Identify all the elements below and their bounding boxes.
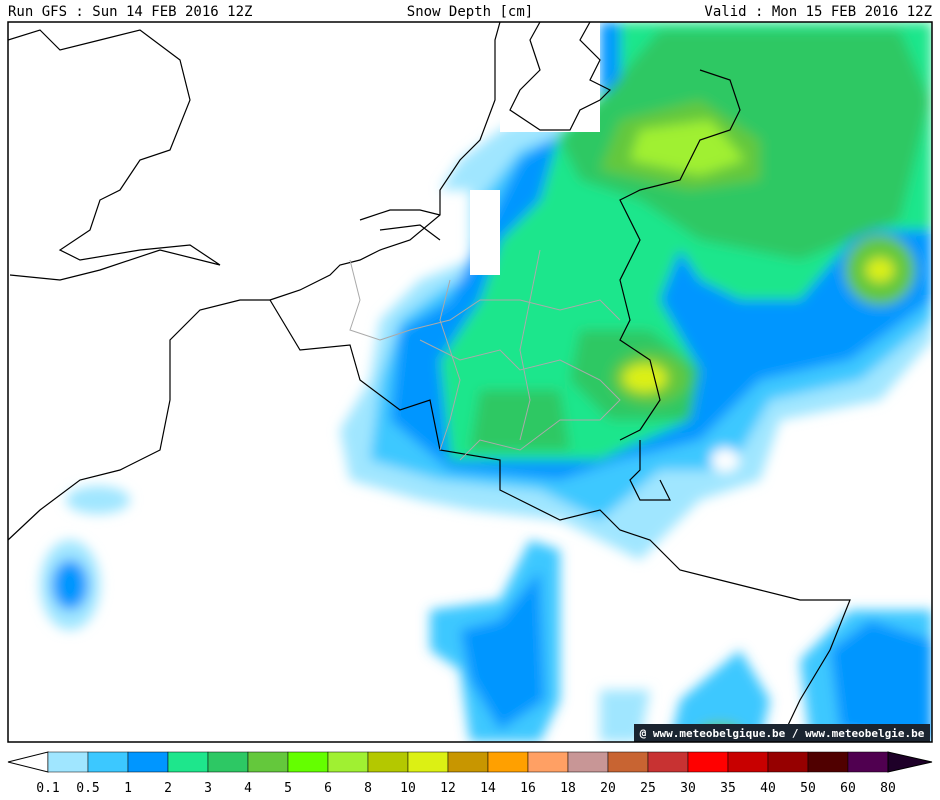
colorbar-label: 10 [400,781,416,796]
coastlines [8,22,851,742]
colorbar: 0.1 0.5 1 2 3 4 5 6 8 10 12 14 16 18 20 25 30 35 40 50 60 80 [7,751,933,796]
colorbar-label: 30 [680,781,696,796]
colorbar-swatch [727,751,769,773]
colorbar-under [7,751,49,773]
colorbar-swatch [767,751,809,773]
colorbar-swatch [487,751,529,773]
map-title: Snow Depth [cm] [407,4,533,20]
colorbar-label: 8 [364,781,372,796]
colorbar-label: 25 [640,781,656,796]
colorbar-label: 80 [880,781,896,796]
colorbar-swatch [567,751,609,773]
colorbar-swatch [647,751,689,773]
run-label: Run GFS : Sun 14 FEB 2016 12Z [8,4,252,20]
watermark-box [634,724,930,742]
colorbar-swatch [247,751,289,773]
colorbar-swatch [447,751,489,773]
colorbar-swatch [207,751,249,773]
colorbar-label: 0.5 [76,781,99,796]
region-borders [349,249,621,461]
colorbar-swatch [87,751,129,773]
colorbar-label: 60 [840,781,856,796]
colorbar-label: 6 [324,781,332,796]
colorbar-label: 4 [244,781,252,796]
colorbar-label: 40 [760,781,776,796]
colorbar-swatch [167,751,209,773]
colorbar-swatch [367,751,409,773]
colorbar-label: 16 [520,781,536,796]
colorbar-label: 5 [284,781,292,796]
colorbar-label: 35 [720,781,736,796]
colorbar-label: 2 [164,781,172,796]
colorbar-label: 3 [204,781,212,796]
colorbar-over [887,751,933,773]
colorbar-label: 0.1 [36,781,59,796]
map-area: @ www.meteobelgique.be / www.meteobelgie… [8,22,932,742]
colorbar-swatch [607,751,649,773]
snow-field [40,22,932,742]
colorbar-label: 1 [124,781,132,796]
colorbar-swatch [47,751,89,773]
colorbar-label: 50 [800,781,816,796]
colorbar-swatch [407,751,449,773]
colorbar-swatch [327,751,369,773]
colorbar-swatch [527,751,569,773]
colorbar-label: 12 [440,781,456,796]
colorbar-label: 20 [600,781,616,796]
colorbar-swatch [127,751,169,773]
map-frame [7,21,933,743]
colorbar-label: 14 [480,781,496,796]
valid-label: Valid : Mon 15 FEB 2016 12Z [704,4,932,20]
colorbar-swatch [287,751,329,773]
colorbar-swatch [807,751,849,773]
colorbar-label: 18 [560,781,576,796]
colorbar-swatch [687,751,729,773]
watermark: @ www.meteobelgique.be / www.meteobelgie… [640,727,925,740]
colorbar-swatch [847,751,889,773]
